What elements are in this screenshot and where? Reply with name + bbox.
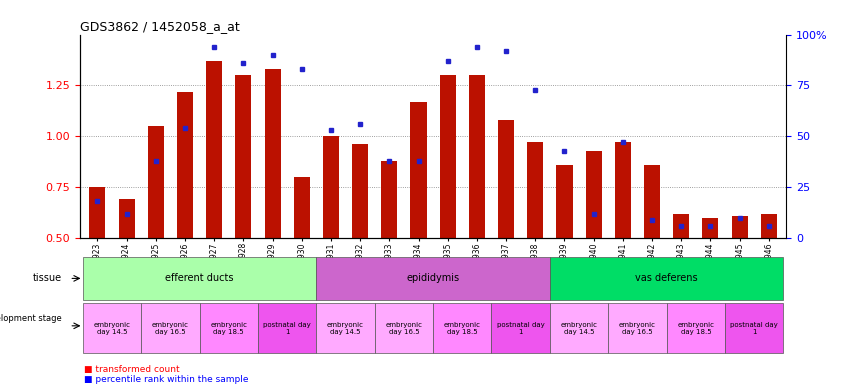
Bar bbox=[141, 303, 199, 353]
Bar bbox=[469, 75, 485, 238]
Text: embryonic
day 16.5: embryonic day 16.5 bbox=[152, 322, 189, 335]
Text: ■ transformed count: ■ transformed count bbox=[84, 366, 180, 374]
Text: postnatal day
1: postnatal day 1 bbox=[497, 322, 545, 335]
Text: efferent ducts: efferent ducts bbox=[166, 273, 234, 283]
Bar bbox=[235, 75, 251, 238]
Text: postnatal day
1: postnatal day 1 bbox=[730, 322, 778, 335]
Text: postnatal day
1: postnatal day 1 bbox=[263, 322, 311, 335]
Bar bbox=[550, 257, 784, 300]
Text: embryonic
day 18.5: embryonic day 18.5 bbox=[444, 322, 481, 335]
Text: embryonic
day 14.5: embryonic day 14.5 bbox=[93, 322, 130, 335]
Bar bbox=[316, 303, 375, 353]
Bar bbox=[352, 144, 368, 238]
Bar bbox=[725, 303, 784, 353]
Bar bbox=[527, 142, 543, 238]
Bar bbox=[491, 303, 550, 353]
Text: vas deferens: vas deferens bbox=[635, 273, 698, 283]
Bar bbox=[316, 257, 550, 300]
Bar bbox=[557, 165, 573, 238]
Bar bbox=[148, 126, 164, 238]
Text: GDS3862 / 1452058_a_at: GDS3862 / 1452058_a_at bbox=[80, 20, 240, 33]
Bar bbox=[89, 187, 105, 238]
Text: epididymis: epididymis bbox=[406, 273, 460, 283]
Bar bbox=[294, 177, 309, 238]
Bar bbox=[761, 214, 777, 238]
Text: embryonic
day 16.5: embryonic day 16.5 bbox=[385, 322, 422, 335]
Bar bbox=[410, 102, 426, 238]
Bar bbox=[177, 91, 193, 238]
Bar bbox=[381, 161, 397, 238]
Bar bbox=[550, 303, 608, 353]
Text: development stage: development stage bbox=[0, 314, 62, 323]
Bar bbox=[199, 303, 258, 353]
Bar bbox=[644, 165, 660, 238]
Bar bbox=[82, 303, 141, 353]
Bar bbox=[206, 61, 222, 238]
Bar bbox=[673, 214, 690, 238]
Text: embryonic
day 18.5: embryonic day 18.5 bbox=[210, 322, 247, 335]
Text: embryonic
day 16.5: embryonic day 16.5 bbox=[619, 322, 656, 335]
Bar bbox=[702, 218, 718, 238]
Bar bbox=[265, 69, 281, 238]
Bar bbox=[82, 257, 316, 300]
Bar bbox=[585, 151, 601, 238]
Text: ■ percentile rank within the sample: ■ percentile rank within the sample bbox=[84, 375, 249, 384]
Bar bbox=[440, 75, 456, 238]
Bar bbox=[119, 199, 135, 238]
Bar bbox=[258, 303, 316, 353]
Bar bbox=[615, 142, 631, 238]
Bar bbox=[608, 303, 667, 353]
Text: embryonic
day 18.5: embryonic day 18.5 bbox=[677, 322, 714, 335]
Text: embryonic
day 14.5: embryonic day 14.5 bbox=[561, 322, 598, 335]
Bar bbox=[323, 136, 339, 238]
Bar bbox=[667, 303, 725, 353]
Bar bbox=[433, 303, 491, 353]
Bar bbox=[498, 120, 514, 238]
Bar bbox=[732, 216, 748, 238]
Text: embryonic
day 14.5: embryonic day 14.5 bbox=[327, 322, 364, 335]
Text: tissue: tissue bbox=[33, 273, 62, 283]
Bar bbox=[375, 303, 433, 353]
